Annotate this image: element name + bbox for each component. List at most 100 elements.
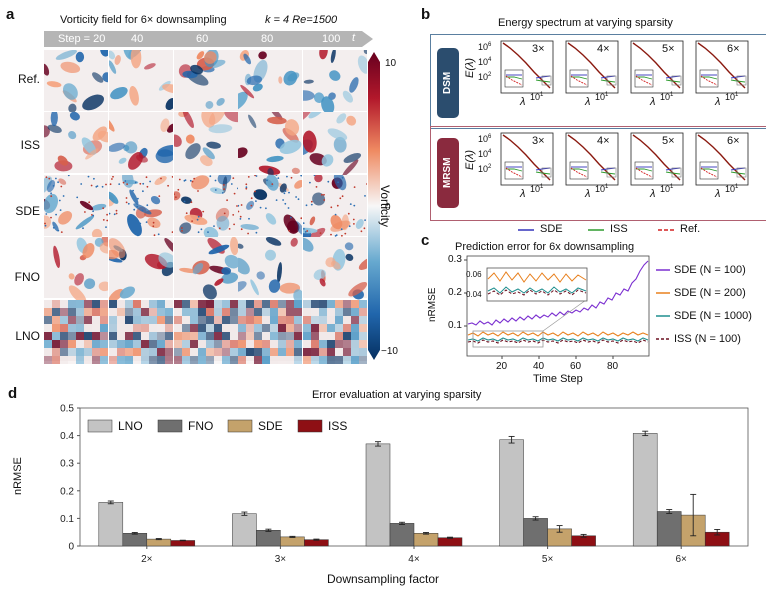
panel-c-letter: c [421, 232, 430, 249]
x-tick-label: 3× [275, 554, 287, 565]
y-tick-label: 0.4 [60, 431, 74, 442]
vorticity-tile-lno-5 [303, 299, 368, 364]
spectrum-xaxis-label: λ [650, 188, 656, 200]
spectrum-factor-label: 6× [727, 135, 740, 147]
panel-c-ylabel: nRMSE [427, 287, 438, 322]
spectrum-factor-label: 3× [532, 135, 545, 147]
spectrum-plot-mrsm-3x [500, 132, 554, 186]
y-tick-label: 0.1 [60, 514, 74, 525]
bar-lno-4x [365, 443, 391, 547]
bar-fno-3x [256, 530, 281, 547]
panel-c-plot [464, 255, 650, 359]
c-xtick-60: 60 [570, 361, 582, 372]
c-xtick-40: 40 [533, 361, 545, 372]
vorticity-tile-lno-3 [173, 299, 238, 364]
c-ytick-0.3: 0.3 [448, 254, 462, 265]
vorticity-tile-sde-5 [303, 174, 368, 239]
legend-label-fno: FNO [188, 419, 213, 433]
spectrum-xtick: 101 [530, 184, 544, 194]
panel-c-xlabel: Time Step [533, 373, 583, 385]
spectrum-plot-dsm-6x [695, 40, 749, 94]
spectrum-plot-dsm-3x [500, 40, 554, 94]
colorbar-max-label: 10 [385, 58, 397, 69]
row-label-ref: Ref. [17, 72, 40, 86]
legend-c-sde-100: SDE (N = 100) [674, 264, 746, 276]
spectrum-ytick: 106 [478, 42, 492, 52]
c-ytick-0.2: 0.2 [448, 287, 462, 298]
colorbar-min-label: −10 [381, 346, 398, 357]
dsm-group [430, 34, 766, 129]
legend-c-sde-200: SDE (N = 200) [674, 287, 746, 299]
panel-c-legend-lines [656, 269, 670, 340]
panel-c-title: Prediction error for 6x downsampling [455, 241, 635, 253]
vorticity-tile-sde-4 [238, 174, 303, 236]
bar-lno-3x [232, 513, 257, 547]
x-tick-label: 6× [675, 554, 687, 565]
inset-tick-0.06: 0.06 [466, 270, 482, 279]
y-tick-label: 0.2 [60, 486, 74, 497]
bar-fno-4x [389, 523, 415, 547]
legend-c-iss-100: ISS (N = 100) [674, 333, 741, 345]
spectrum-plot-dsm-5x [630, 40, 684, 94]
bar-sde-3x [280, 536, 305, 547]
spectrum-xaxis-label: λ [585, 188, 591, 200]
vorticity-tile-sde-3 [173, 174, 238, 239]
row-label-sde: SDE [15, 204, 40, 218]
vorticity-tile-ref-3 [173, 50, 238, 111]
spectrum-factor-label: 5× [662, 43, 675, 55]
y-tick-label: 0.3 [60, 459, 74, 470]
vorticity-tile-iss-4 [238, 112, 303, 177]
spectrum-plot-dsm-4x [565, 40, 619, 94]
vorticity-tile-lno-1 [44, 299, 108, 364]
bar-lno-6x [632, 433, 658, 547]
spectrum-factor-label: 4× [597, 135, 610, 147]
legend-c-sde-1000: SDE (N = 1000) [674, 310, 752, 322]
row-label-iss: ISS [20, 138, 40, 152]
panel-d-title: Error evaluation at varying sparsity [312, 389, 482, 401]
vorticity-tile-lno-2 [108, 299, 173, 364]
spectrum-yaxis-label: E(λ) [464, 149, 476, 170]
step-label-100: 100 [322, 33, 341, 45]
legend-label-sde: SDE [258, 419, 283, 433]
y-tick-label: 0.5 [60, 404, 74, 415]
panel-a-title: Vorticity field for 6× downsampling [60, 14, 227, 26]
spectrum-ytick: 104 [478, 149, 492, 159]
x-tick-label: 2× [141, 554, 153, 565]
time-axis-label: t [352, 32, 356, 44]
vorticity-tile-iss-5 [303, 112, 368, 177]
vorticity-colorbar [368, 52, 380, 360]
step-label-20: Step = 20 [58, 33, 106, 45]
y-tick-label: 0 [68, 542, 74, 553]
panel-d-letter: d [8, 385, 18, 402]
panel-b-title: Energy spectrum at varying sparsity [498, 17, 673, 29]
time-arrow [44, 31, 373, 47]
legend-label-lno: LNO [118, 419, 143, 433]
vorticity-tile-fno-4 [238, 237, 303, 302]
panel-a-letter: a [6, 6, 15, 23]
spectrum-plot-mrsm-5x [630, 132, 684, 186]
legend-b-ref: Ref. [680, 223, 701, 235]
spectrum-xtick: 101 [595, 92, 609, 102]
vorticity-tile-fno-3 [173, 237, 238, 300]
vorticity-tile-iss-2 [108, 112, 173, 174]
panel-a-params: k = 4 Re=1500 [265, 14, 338, 26]
spectrum-yaxis-label: E(λ) [464, 57, 476, 78]
vorticity-tile-ref-2 [108, 50, 173, 111]
row-label-lno: LNO [15, 329, 40, 343]
spectrum-xtick: 101 [725, 92, 739, 102]
vorticity-tile-sde-1 [44, 174, 108, 239]
bar-sde-2x [146, 538, 172, 547]
vorticity-tile-fno-1 [44, 237, 108, 302]
inset-tick-0.04: 0.04 [466, 290, 482, 299]
spectrum-ytick: 102 [478, 164, 492, 174]
legend-label-iss: ISS [328, 419, 347, 433]
step-label-80: 80 [261, 33, 274, 45]
legend-swatch-iss [297, 419, 323, 433]
dsm-badge: DSM [437, 48, 459, 118]
vorticity-tile-fno-2 [108, 237, 173, 302]
spectrum-ytick: 102 [478, 72, 492, 82]
spectrum-factor-label: 3× [532, 43, 545, 55]
bar-chart: 0 0.1 0.2 0.3 0.4 0.5 2× 3× 4× 5× 6× LNO FNO SDE ISS [60, 404, 749, 565]
step-label-60: 60 [196, 33, 209, 45]
c-ytick-0.1: 0.1 [448, 320, 462, 331]
